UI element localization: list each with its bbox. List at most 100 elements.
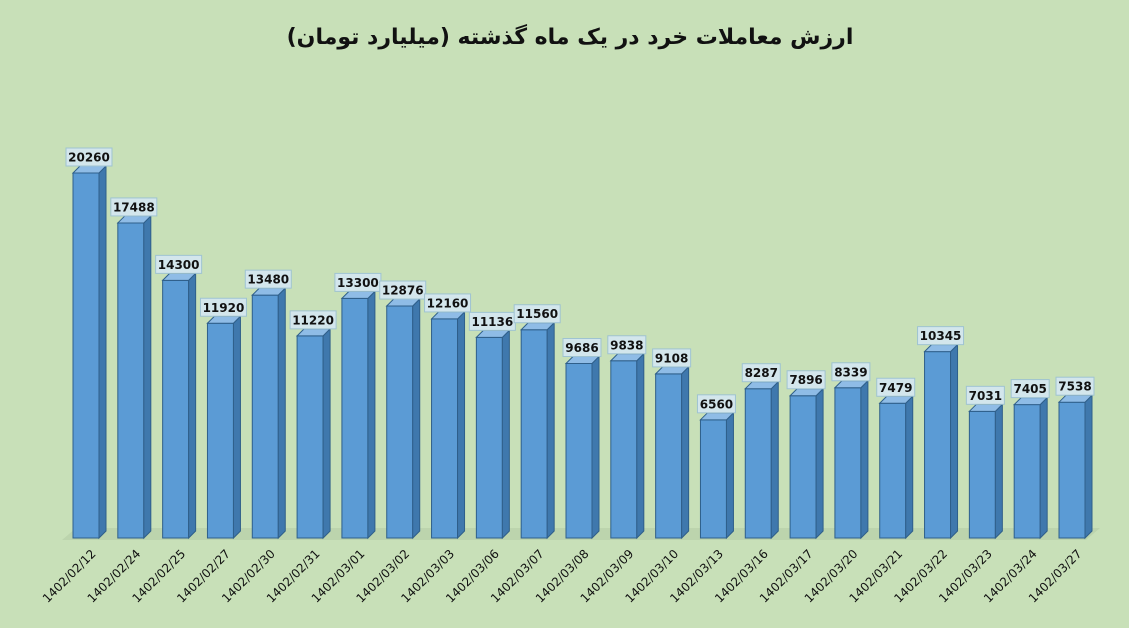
- bar: [430, 310, 466, 540]
- value-label: 12876: [382, 284, 424, 298]
- bar-side: [950, 343, 959, 540]
- value-label: 8287: [745, 366, 778, 380]
- value-label: 9108: [655, 351, 688, 365]
- bar-front: [789, 395, 817, 539]
- value-label: 11560: [516, 307, 558, 321]
- bar: [206, 315, 242, 540]
- bar-front: [520, 329, 548, 539]
- bar-side: [457, 310, 466, 540]
- chart-title: ارزش معاملات خرد در یک ماه گذشته (میلیار…: [287, 23, 854, 50]
- bar-front: [162, 279, 190, 539]
- value-label: 12160: [427, 296, 469, 310]
- value-label: 11920: [203, 301, 245, 315]
- value-label: 7405: [1013, 382, 1046, 396]
- bar: [788, 387, 825, 540]
- bar-side: [322, 327, 331, 540]
- bar-side: [546, 321, 555, 540]
- bar-side: [98, 164, 107, 540]
- value-label-box: [652, 348, 692, 368]
- bar-side: [815, 387, 824, 540]
- bar-side: [277, 286, 286, 540]
- value-label: 7538: [1058, 380, 1091, 394]
- bar-front: [610, 360, 638, 539]
- bar-side: [501, 329, 510, 540]
- value-label-box: [65, 147, 113, 167]
- bar-side: [412, 297, 421, 540]
- value-label: 10345: [920, 329, 962, 343]
- bar-side: [770, 380, 779, 540]
- bar-side: [591, 355, 600, 540]
- bar-side: [1084, 393, 1093, 540]
- bar-side: [1039, 396, 1048, 540]
- bar-side: [636, 352, 645, 540]
- bar-front: [924, 351, 952, 539]
- bar: [1012, 396, 1049, 540]
- value-label: 14300: [158, 258, 200, 272]
- bar-side: [143, 214, 152, 540]
- bar: [116, 214, 153, 540]
- value-label: 6560: [700, 397, 733, 411]
- bar-side: [367, 290, 376, 540]
- bar-front: [699, 419, 727, 539]
- value-label: 13300: [337, 276, 379, 290]
- bar-front: [431, 318, 459, 539]
- bar: [161, 272, 197, 540]
- bar-front: [879, 402, 907, 539]
- bar-front: [475, 336, 503, 539]
- value-label: 8339: [834, 365, 867, 379]
- bar: [833, 379, 870, 540]
- bar: [744, 380, 780, 540]
- bar-side: [232, 315, 241, 540]
- bar: [385, 297, 421, 540]
- bar: [609, 352, 646, 540]
- bar: [251, 286, 287, 540]
- value-label-box: [965, 385, 1005, 405]
- bar: [923, 343, 959, 540]
- value-label-box: [831, 362, 871, 382]
- bar-front: [744, 388, 772, 539]
- value-label: 13480: [247, 273, 289, 287]
- value-label-box: [696, 394, 736, 414]
- value-label: 7031: [969, 389, 1002, 403]
- bar-front: [1058, 401, 1086, 539]
- value-label-box: [513, 304, 561, 324]
- value-label-box: [562, 337, 602, 357]
- bar: [71, 164, 108, 540]
- bar-front: [341, 297, 369, 539]
- value-label-box: [607, 335, 647, 355]
- value-label-box: [786, 370, 826, 390]
- value-label-box: [155, 254, 203, 274]
- bar-front: [968, 410, 996, 539]
- value-label-box: [1010, 379, 1050, 399]
- bar-front: [386, 305, 414, 539]
- value-label: 7896: [789, 373, 822, 387]
- bar: [340, 290, 377, 540]
- value-label-box: [1055, 376, 1095, 396]
- value-label-box: [244, 269, 292, 289]
- bar: [968, 403, 1004, 540]
- value-label: 11220: [292, 313, 334, 327]
- value-label: 9838: [610, 338, 643, 352]
- bar-front: [834, 387, 862, 539]
- value-label-box: [424, 293, 472, 313]
- value-label-box: [110, 197, 158, 217]
- bar: [654, 365, 690, 540]
- bar-front: [72, 172, 100, 539]
- bar-front: [296, 335, 324, 539]
- bar: [475, 329, 511, 540]
- value-label: 7479: [879, 381, 912, 395]
- bar-side: [994, 403, 1003, 540]
- bar-side: [188, 272, 197, 540]
- value-label: 9686: [565, 341, 598, 355]
- bar: [699, 411, 735, 540]
- bar: [295, 327, 332, 540]
- bar-front: [1013, 404, 1041, 539]
- bar-side: [860, 379, 869, 540]
- bar: [564, 355, 601, 540]
- bar: [1057, 393, 1094, 540]
- bar-side: [681, 365, 690, 540]
- value-label-box: [199, 297, 247, 317]
- bar: [519, 321, 556, 540]
